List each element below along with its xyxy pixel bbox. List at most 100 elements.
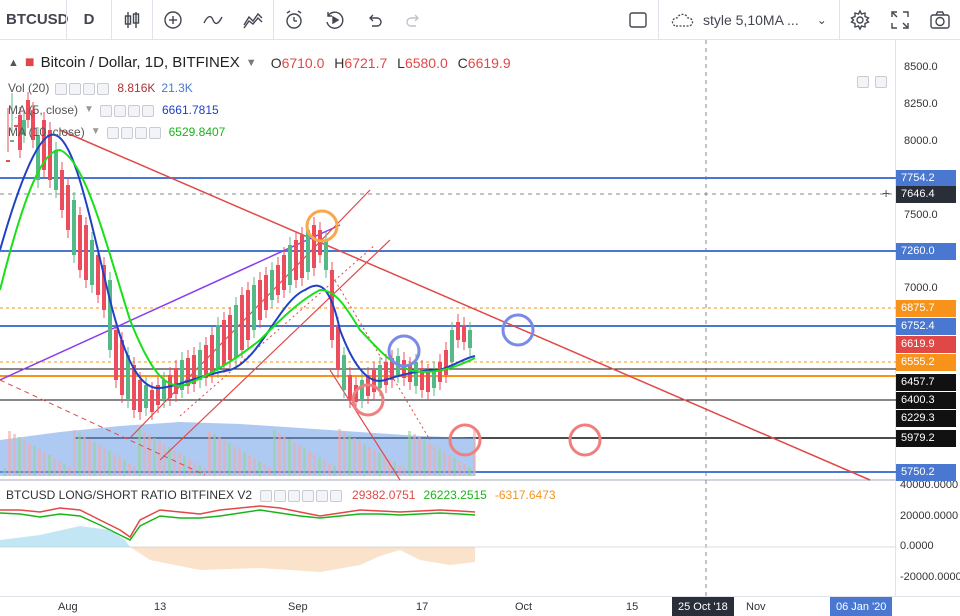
time-tick-label: Sep xyxy=(288,601,308,613)
low-value: 6580.0 xyxy=(404,54,448,71)
channel-line xyxy=(159,239,391,461)
volume-bar xyxy=(138,429,141,476)
chevron-down-icon[interactable]: ▼ xyxy=(245,56,257,69)
volume-bar xyxy=(73,430,76,476)
candle-body xyxy=(300,235,304,278)
move-pane-icon[interactable] xyxy=(857,76,869,88)
volume-bar xyxy=(248,455,251,476)
add-indicator-icon[interactable] xyxy=(153,0,193,40)
ohlc-values: O6710.0 H6721.7 L6580.0 C6619.9 xyxy=(270,54,511,71)
price-level-tag: 6619.9 xyxy=(896,336,956,353)
candle-body xyxy=(10,140,14,142)
channel-line xyxy=(329,369,401,481)
volume-bar xyxy=(263,464,266,476)
volume-bar xyxy=(363,444,366,476)
oscillator-tick-label: -20000.0000 xyxy=(900,571,960,583)
volume-bar xyxy=(38,449,41,476)
candle-body xyxy=(42,120,46,170)
snapshot-icon[interactable] xyxy=(920,0,960,40)
candle-body xyxy=(26,100,30,120)
pane-controls[interactable] xyxy=(857,76,889,88)
expand-icon[interactable] xyxy=(880,0,920,40)
volume-bar xyxy=(378,453,381,476)
volume-bar xyxy=(183,456,186,476)
volume-bar xyxy=(208,431,211,476)
gear-icon[interactable] xyxy=(840,0,880,40)
annotation-circle xyxy=(305,209,339,243)
candle-body xyxy=(282,255,286,290)
chevron-down-icon[interactable]: ▼ xyxy=(84,104,94,115)
legend-buttons[interactable] xyxy=(260,488,344,502)
alert-icon[interactable] xyxy=(274,0,314,40)
candle-body xyxy=(222,320,226,365)
candle-body xyxy=(126,355,130,400)
ma10-line xyxy=(0,148,476,387)
legend-buttons[interactable] xyxy=(55,80,111,95)
replay-icon[interactable] xyxy=(314,0,354,40)
redo-icon[interactable] xyxy=(394,0,434,40)
candle-body xyxy=(216,325,220,370)
candle-body xyxy=(432,370,436,388)
volume-bar xyxy=(468,467,471,476)
candle-body xyxy=(258,280,262,320)
price-axis[interactable]: 8500.08250.08000.07750.07500.07250.07000… xyxy=(896,40,960,596)
volume-bar xyxy=(228,443,231,476)
crosshair-plus-icon: + xyxy=(882,185,890,201)
volume-bar xyxy=(78,433,81,476)
volume-bar xyxy=(403,468,406,476)
volume-bar xyxy=(393,462,396,476)
compare-icon[interactable] xyxy=(193,0,233,40)
undo-icon[interactable] xyxy=(354,0,394,40)
collapse-arrow-icon[interactable]: ▲ xyxy=(8,56,19,69)
legend-buttons[interactable] xyxy=(99,102,156,117)
oscillator-title[interactable]: BTCUSD LONG/SHORT RATIO BITFINEX V2 xyxy=(6,488,253,502)
volume-bar xyxy=(203,468,206,476)
ma5-label[interactable]: MA (5, close) xyxy=(8,102,79,117)
candle-body xyxy=(264,275,268,310)
volume-bar xyxy=(28,443,31,476)
candles-icon[interactable] xyxy=(112,0,152,40)
candle-body xyxy=(54,150,58,190)
candle-body xyxy=(210,335,214,375)
fullscreen-select-icon[interactable] xyxy=(618,0,658,40)
symbol-search-button[interactable]: BTCUSD xyxy=(6,11,69,28)
candle-body xyxy=(462,325,466,342)
volume-bar xyxy=(83,436,86,476)
candle-body xyxy=(342,355,346,390)
volume-bar xyxy=(93,442,96,476)
indicators-icon[interactable] xyxy=(233,0,273,40)
price-level-tag: 6400.3 xyxy=(896,392,956,409)
volume-bar xyxy=(463,464,466,476)
legend-buttons[interactable] xyxy=(106,124,163,139)
candle-body xyxy=(192,355,196,384)
trend-line xyxy=(59,129,871,481)
candle-body xyxy=(66,185,70,230)
volume-label[interactable]: Vol (20) xyxy=(8,80,50,95)
volume-bar xyxy=(123,460,126,476)
volume-bar xyxy=(318,457,321,476)
candle-body xyxy=(444,350,448,375)
volume-bar xyxy=(168,447,171,476)
volume-bar xyxy=(193,462,196,476)
annotation-circle xyxy=(448,423,482,457)
candle-body xyxy=(336,325,340,370)
volume-bar xyxy=(303,448,306,476)
series-title[interactable]: Bitcoin / Dollar, 1D, BITFINEX xyxy=(40,54,240,71)
time-axis[interactable]: Aug 13 Sep 17 Oct 15 Nov 25 Oct '18 06 Jan '20 xyxy=(0,596,960,616)
volume-bar xyxy=(323,460,326,476)
maximize-pane-icon[interactable] xyxy=(875,76,887,88)
chevron-down-icon[interactable]: ▼ xyxy=(90,126,101,137)
annotation-circle xyxy=(387,334,421,368)
interval-button[interactable]: D xyxy=(83,11,95,28)
volume-bar xyxy=(453,458,456,476)
volume-bar xyxy=(158,441,161,476)
layout-style-dropdown[interactable]: style 5,10MA ... ⌄ xyxy=(659,0,839,40)
chart-pane[interactable]: + ▲ ■ Bitcoin / Dollar, 1D, BITFINEX ▼ O… xyxy=(0,40,896,596)
volume-value: 8.816K xyxy=(117,80,156,95)
volume-ma-value: 21.3K xyxy=(161,80,193,95)
candle-body xyxy=(456,322,460,340)
ma10-label[interactable]: MA (10, close) xyxy=(8,124,85,139)
candle-body xyxy=(120,340,124,395)
price-chart-canvas[interactable]: + xyxy=(0,40,896,596)
oscillator-tick-label: 20000.0000 xyxy=(900,510,959,522)
